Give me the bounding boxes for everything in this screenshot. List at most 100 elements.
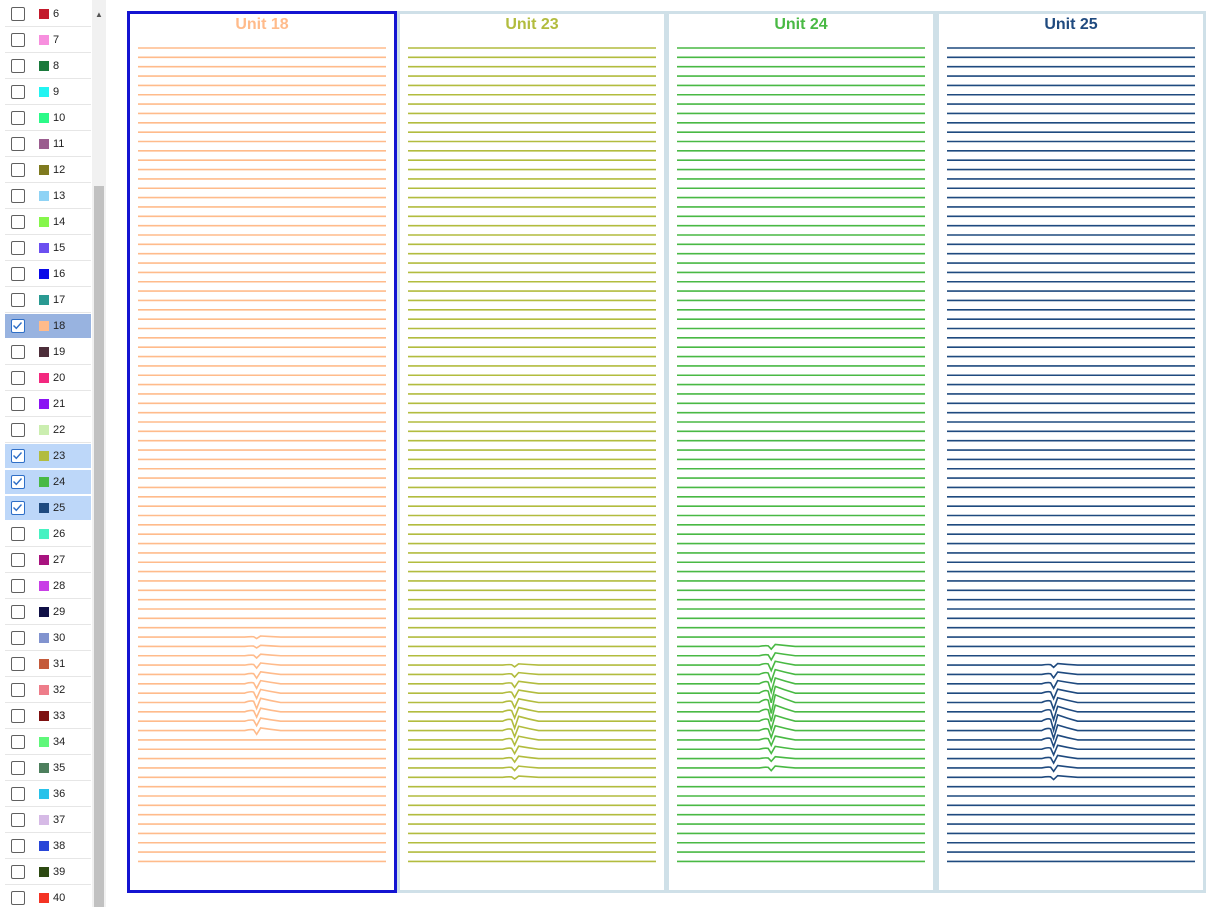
waveform-trace (677, 724, 925, 740)
unit-row-40[interactable]: 40 (5, 886, 91, 907)
unit-checkbox[interactable] (11, 735, 25, 749)
unit-checkbox[interactable] (11, 839, 25, 853)
unit-row-24[interactable]: 24 (5, 470, 91, 495)
unit-checkbox[interactable] (11, 553, 25, 567)
unit-checkbox[interactable] (11, 397, 25, 411)
unit-checkbox[interactable] (11, 605, 25, 619)
unit-row-17[interactable]: 17 (5, 288, 91, 313)
unit-row-13[interactable]: 13 (5, 184, 91, 209)
unit-panel-unit-23[interactable]: Unit 23 (397, 11, 667, 893)
unit-row-27[interactable]: 27 (5, 548, 91, 573)
unit-checkbox[interactable] (11, 215, 25, 229)
waveform-trace (947, 764, 1195, 773)
unit-color-swatch (39, 529, 49, 539)
unit-row-32[interactable]: 32 (5, 678, 91, 703)
unit-row-39[interactable]: 39 (5, 860, 91, 885)
waveform-traces (408, 47, 656, 863)
unit-row-29[interactable]: 29 (5, 600, 91, 625)
unit-row-23[interactable]: 23 (5, 444, 91, 469)
unit-checkbox[interactable] (11, 683, 25, 697)
unit-row-22[interactable]: 22 (5, 418, 91, 443)
waveform-trace (408, 725, 656, 739)
unit-checkbox[interactable] (11, 475, 25, 489)
unit-row-38[interactable]: 38 (5, 834, 91, 859)
unit-checkbox[interactable] (11, 163, 25, 177)
waveform-trace (677, 745, 925, 755)
unit-checkbox[interactable] (11, 865, 25, 879)
unit-row-26[interactable]: 26 (5, 522, 91, 547)
unit-color-swatch (39, 711, 49, 721)
unit-checkbox[interactable] (11, 59, 25, 73)
unit-checkbox[interactable] (11, 267, 25, 281)
unit-checkbox[interactable] (11, 293, 25, 307)
scroll-up-arrow-icon[interactable]: ▲ (95, 10, 103, 19)
unit-row-16[interactable]: 16 (5, 262, 91, 287)
unit-row-25[interactable]: 25 (5, 496, 91, 521)
panel-title: Unit 24 (774, 16, 828, 33)
unit-checkbox[interactable] (11, 787, 25, 801)
unit-row-33[interactable]: 33 (5, 704, 91, 729)
waveform-trace (408, 775, 656, 781)
unit-checkbox[interactable] (11, 241, 25, 255)
unit-row-20[interactable]: 20 (5, 366, 91, 391)
waveform-trace (408, 697, 656, 710)
unit-row-14[interactable]: 14 (5, 210, 91, 235)
unit-color-swatch (39, 191, 49, 201)
scrollbar[interactable]: ▲ (92, 0, 106, 907)
unit-checkbox[interactable] (11, 371, 25, 385)
unit-row-7[interactable]: 7 (5, 28, 91, 53)
unit-panel-unit-25[interactable]: Unit 25 (936, 11, 1206, 893)
unit-row-35[interactable]: 35 (5, 756, 91, 781)
unit-row-10[interactable]: 10 (5, 106, 91, 131)
unit-row-12[interactable]: 12 (5, 158, 91, 183)
waveform-trace (408, 671, 656, 679)
unit-row-19[interactable]: 19 (5, 340, 91, 365)
unit-checkbox[interactable] (11, 111, 25, 125)
unit-number: 12 (53, 164, 66, 176)
waveform-trace (408, 663, 656, 668)
unit-row-34[interactable]: 34 (5, 730, 91, 755)
unit-row-11[interactable]: 11 (5, 132, 91, 157)
unit-color-swatch (39, 763, 49, 773)
unit-checkbox[interactable] (11, 761, 25, 775)
unit-checkbox[interactable] (11, 85, 25, 99)
unit-number: 23 (53, 450, 66, 462)
unit-checkbox[interactable] (11, 891, 25, 905)
waveform-trace (947, 679, 1195, 690)
unit-checkbox[interactable] (11, 527, 25, 541)
unit-checkbox[interactable] (11, 709, 25, 723)
unit-row-30[interactable]: 30 (5, 626, 91, 651)
unit-row-31[interactable]: 31 (5, 652, 91, 677)
unit-checkbox[interactable] (11, 189, 25, 203)
unit-row-15[interactable]: 15 (5, 236, 91, 261)
unit-row-18[interactable]: 18 (5, 314, 91, 339)
unit-checkbox[interactable] (11, 501, 25, 515)
checkmark-icon (13, 504, 23, 512)
unit-checkbox[interactable] (11, 579, 25, 593)
unit-checkbox[interactable] (11, 137, 25, 151)
unit-row-28[interactable]: 28 (5, 574, 91, 599)
unit-row-6[interactable]: 6 (5, 2, 91, 27)
unit-row-21[interactable]: 21 (5, 392, 91, 417)
unit-checkbox[interactable] (11, 345, 25, 359)
waveform-trace (138, 635, 386, 640)
unit-row-37[interactable]: 37 (5, 808, 91, 833)
unit-row-8[interactable]: 8 (5, 54, 91, 79)
unit-checkbox[interactable] (11, 657, 25, 671)
unit-checkbox[interactable] (11, 449, 25, 463)
unit-color-swatch (39, 451, 49, 461)
waveform-traces (947, 47, 1195, 863)
unit-panel-unit-18[interactable]: Unit 18 (127, 11, 397, 893)
unit-checkbox[interactable] (11, 7, 25, 21)
unit-checkbox[interactable] (11, 423, 25, 437)
unit-checkbox[interactable] (11, 631, 25, 645)
waveform-trace (408, 765, 656, 772)
unit-checkbox[interactable] (11, 813, 25, 827)
unit-number: 25 (53, 502, 66, 514)
unit-checkbox[interactable] (11, 319, 25, 333)
unit-checkbox[interactable] (11, 33, 25, 47)
scrollbar-thumb[interactable] (94, 186, 104, 907)
unit-panel-unit-24[interactable]: Unit 24 (666, 11, 936, 893)
unit-row-36[interactable]: 36 (5, 782, 91, 807)
unit-row-9[interactable]: 9 (5, 80, 91, 105)
